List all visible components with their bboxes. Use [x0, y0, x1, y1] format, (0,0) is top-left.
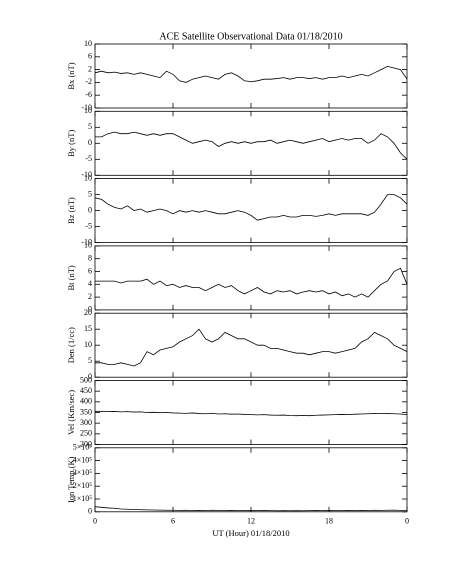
- y-tick-label: 400: [80, 397, 92, 406]
- data-line: [94, 506, 408, 512]
- x-tick-label: 18: [325, 517, 333, 526]
- y-tick-label: 5: [88, 356, 92, 365]
- y-tick-label: 450: [80, 386, 92, 395]
- y-tick-label: 8: [88, 254, 92, 263]
- y-tick-label: 300: [80, 418, 92, 427]
- data-line: [94, 65, 408, 83]
- chart-title: ACE Satellite Observational Data 01/18/2…: [159, 31, 342, 42]
- x-tick-label: 0: [93, 517, 97, 526]
- y-tick-label: 6: [88, 266, 92, 275]
- y-tick-label: -10: [81, 237, 92, 246]
- data-line: [94, 194, 408, 221]
- y-tick-label: -5: [85, 154, 92, 163]
- y-tick-label: -5: [85, 221, 92, 230]
- y-tick-label: 10: [84, 173, 92, 182]
- y-tick-label: 5: [88, 122, 92, 131]
- y-tick-label: 1×10⁵: [73, 494, 93, 503]
- y-axis-label: Bz (nT): [66, 197, 76, 224]
- y-tick-label: -10: [81, 170, 92, 179]
- y-tick-label: -6: [85, 90, 92, 99]
- y-tick-label: 5: [88, 189, 92, 198]
- x-tick-label: 12: [247, 517, 255, 526]
- y-tick-label: 500: [80, 375, 92, 384]
- y-axis-label: Den (1/cc): [66, 327, 76, 363]
- y-tick-label: 0: [88, 138, 92, 147]
- y-axis-label: Ion Temp (K): [66, 456, 76, 503]
- y-tick-label: 2×10⁵: [73, 481, 93, 490]
- y-tick-label: 0: [88, 205, 92, 214]
- y-axis-label: Bt (nT): [66, 265, 76, 290]
- x-tick-label: 6: [171, 517, 175, 526]
- y-tick-label: 10: [84, 39, 92, 48]
- y-tick-label: 15: [84, 324, 92, 333]
- y-axis-label: Bx (nT): [66, 62, 76, 89]
- data-line: [95, 328, 408, 367]
- y-axis-label: By (nT): [66, 130, 76, 157]
- data-line: [95, 267, 408, 298]
- y-tick-label: 10: [84, 241, 92, 250]
- y-tick-label: 0: [88, 507, 92, 516]
- y-tick-label: -2: [85, 77, 92, 86]
- x-axis-label: UT (Hour) 01/18/2010: [212, 528, 289, 538]
- y-tick-label: 6: [88, 52, 92, 61]
- y-tick-label: 350: [80, 407, 92, 416]
- y-tick-label: 4: [88, 279, 92, 288]
- x-tick-label: 0: [405, 517, 409, 526]
- y-tick-label: 200: [80, 439, 92, 448]
- y-tick-label: 2: [88, 64, 92, 73]
- y-tick-label: 5×10⁵: [73, 443, 93, 452]
- y-tick-label: -10: [81, 103, 92, 112]
- y-tick-label: 20: [84, 308, 92, 317]
- y-tick-label: 0: [88, 372, 92, 381]
- y-tick-label: 0: [88, 305, 92, 314]
- y-tick-label: 10: [84, 340, 92, 349]
- y-tick-label: 2: [88, 292, 92, 301]
- y-tick-label: 4×10⁵: [73, 455, 93, 464]
- data-line: [95, 131, 408, 160]
- y-tick-label: 3×10⁵: [73, 468, 93, 477]
- y-tick-label: 250: [80, 429, 92, 438]
- y-tick-label: 10: [84, 106, 92, 115]
- data-line: [94, 410, 408, 417]
- y-axis-label: Vel (Km/sec): [66, 390, 76, 435]
